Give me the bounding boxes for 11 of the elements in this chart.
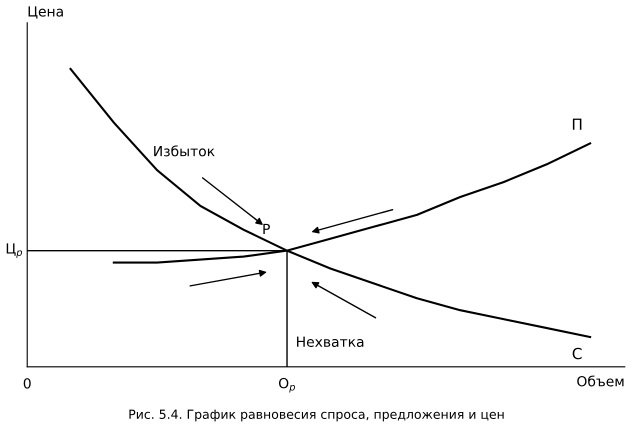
x-axis-title: Объем — [577, 375, 624, 386]
series-label: С — [572, 348, 582, 360]
annotation: Нехватка — [297, 336, 364, 347]
annotation: Избыток — [154, 145, 215, 156]
y-axis-title: Цена — [28, 6, 63, 19]
x-tick-label: 0 — [24, 378, 31, 389]
x-tick-label: О$_{р}$ — [278, 378, 295, 393]
ref-line-label: Ц$_{р}$ — [6, 243, 22, 258]
series-label: П — [572, 118, 582, 130]
text: Рис. 5.4. График равновесия спроса, предложения и цен — [129, 410, 504, 422]
annotation: Р — [263, 224, 270, 234]
